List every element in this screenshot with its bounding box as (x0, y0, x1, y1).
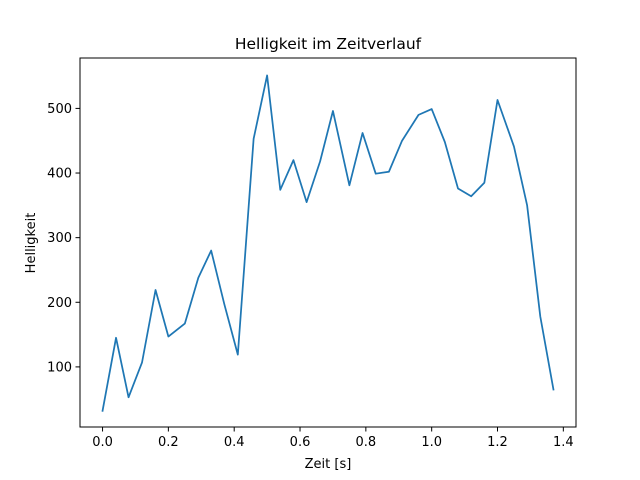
y-tick-label: 300 (47, 231, 72, 246)
chart-title: Helligkeit im Zeitverlauf (235, 35, 422, 53)
series-line-0 (101, 74, 555, 412)
y-tick-label: 200 (47, 296, 72, 311)
y-tick-label: 100 (47, 360, 72, 375)
x-tick-label: 0.2 (158, 435, 179, 450)
y-axis-label: Helligkeit (24, 213, 39, 274)
x-axis-label: Zeit [s] (305, 457, 352, 472)
plot-frame (79, 57, 577, 428)
y-axis-ticks: 100 200 300 400 500 (47, 102, 80, 375)
x-tick-label: 0.0 (92, 435, 113, 450)
y-tick-label: 500 (47, 102, 72, 117)
x-tick-label: 1.0 (421, 435, 442, 450)
x-tick-label: 0.4 (224, 435, 245, 450)
series-layer (101, 74, 555, 412)
x-tick-label: 1.2 (487, 435, 508, 450)
x-tick-label: 1.4 (553, 435, 574, 450)
x-axis-ticks: 0.0 0.2 0.4 0.6 0.8 1.0 1.2 1.4 (92, 427, 574, 450)
y-tick-label: 400 (47, 167, 72, 182)
x-tick-label: 0.8 (356, 435, 377, 450)
x-tick-label: 0.6 (290, 435, 311, 450)
